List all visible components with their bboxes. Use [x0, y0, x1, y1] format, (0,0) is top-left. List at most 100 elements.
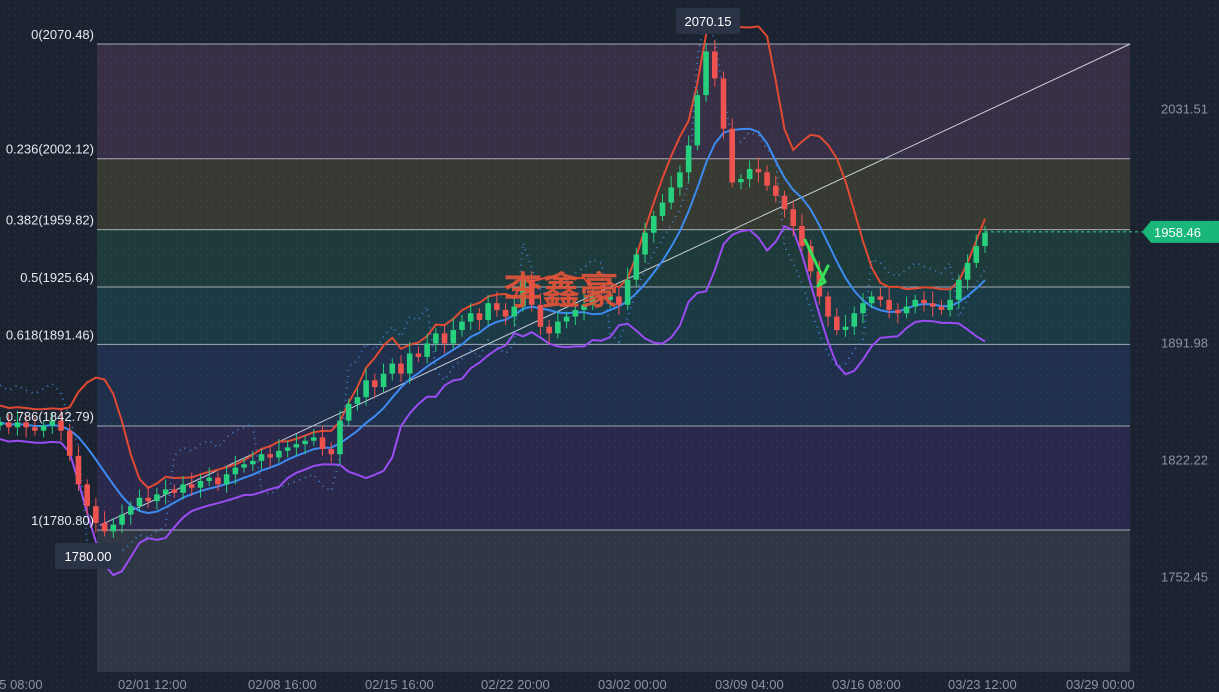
candle-body: [284, 447, 291, 451]
fib-label: 0.786(1842.79): [6, 409, 94, 424]
candle-body: [119, 514, 125, 525]
candle-body: [127, 506, 134, 515]
x-tick-label: 03/16 08:00: [832, 677, 901, 692]
x-axis-ticks: 25 08:00 02/01 12:00 02/08 16:00 02/15 16:0…: [0, 677, 1135, 692]
candle-body: [302, 440, 308, 445]
x-tick-label: 03/09 04:00: [715, 677, 784, 692]
candle-body: [415, 353, 422, 357]
candle-body: [258, 454, 265, 461]
candle-body: [433, 333, 439, 344]
candle-body: [764, 172, 770, 186]
candle-body: [616, 296, 622, 305]
fib-band: [97, 344, 1130, 426]
candle-body: [572, 309, 579, 317]
candle-body: [372, 380, 378, 388]
last-price-label: 1958.46: [1154, 225, 1201, 240]
candle-body: [511, 306, 518, 317]
candle-body: [424, 343, 430, 357]
low-price-callout: 1780.00: [55, 543, 121, 569]
low-callout-box: [55, 543, 121, 569]
x-tick-label: 02/01 12:00: [118, 677, 187, 692]
bollinger-bands: [0, 10, 986, 577]
candle-body: [755, 168, 762, 173]
y-axis-ticks: 2031.51 1891.98 1822.22 1752.45: [1161, 101, 1208, 584]
candle-body: [799, 225, 805, 247]
candle-body: [921, 299, 927, 304]
candle-body: [345, 403, 352, 421]
candle-body: [267, 454, 274, 458]
candle-body: [311, 437, 317, 441]
candle-body: [494, 303, 500, 310]
green-arrow-annotation: [803, 238, 830, 288]
candle-body: [40, 425, 47, 431]
candle-body: [912, 299, 919, 307]
candle-body: [101, 522, 108, 532]
fib-label: 0.236(2002.12): [6, 142, 94, 157]
candle-body: [877, 296, 884, 300]
candle-body: [502, 309, 509, 317]
fib-band: [97, 530, 1130, 672]
candle-body: [66, 430, 73, 456]
x-tick-label: 25 08:00: [0, 677, 43, 692]
x-tick-label: 03/23 12:00: [948, 677, 1017, 692]
candle-body: [171, 489, 178, 493]
upper-band: [0, 15, 986, 490]
candle-body: [154, 494, 160, 502]
y-tick-label: 2031.51: [1161, 101, 1208, 116]
candle-body: [834, 316, 840, 331]
lower-band: [0, 225, 986, 577]
candle-body: [459, 321, 465, 331]
candle-body: [58, 420, 64, 431]
candle-body: [642, 232, 648, 255]
candle-body: [895, 309, 901, 314]
candle-body: [232, 467, 239, 475]
candle-body: [555, 321, 561, 334]
candle-body: [738, 179, 744, 183]
candle-body: [206, 477, 212, 482]
candle-body: [180, 484, 186, 493]
candle-body: [241, 464, 247, 468]
candle-body: [337, 420, 343, 455]
candle-body: [441, 333, 448, 344]
candle-body: [5, 422, 12, 428]
y-tick-label: 1822.22: [1161, 453, 1208, 468]
fib-label: 0.618(1891.46): [6, 327, 94, 342]
fib-band: [97, 229, 1130, 287]
fib-band: [97, 425, 1130, 530]
candle-body: [694, 95, 701, 146]
candle-body: [964, 262, 971, 280]
candle-body: [93, 506, 99, 523]
candle-body: [49, 420, 56, 426]
candle-body: [851, 313, 858, 327]
candle-body: [162, 489, 169, 495]
fib-label: 1(1780.80): [31, 513, 94, 528]
fib-label: 0.5(1925.64): [20, 270, 94, 285]
candle-body: [842, 326, 849, 331]
low-price-label: 1780.00: [65, 549, 112, 564]
candle-body: [624, 279, 631, 305]
candle-body: [23, 422, 29, 428]
candle-body: [398, 363, 404, 374]
x-tick-label: 03/02 00:00: [598, 677, 667, 692]
candle-body: [537, 304, 544, 327]
candle-body: [825, 296, 831, 317]
candle-body: [354, 397, 361, 404]
candle-body: [790, 209, 797, 226]
fib-label: 0.382(1959.82): [6, 213, 94, 228]
x-tick-label: 02/15 16:00: [365, 677, 434, 692]
candle-body: [188, 484, 195, 488]
candle-body: [703, 51, 709, 96]
candle-body: [982, 232, 988, 247]
candles: [0, 39, 988, 539]
last-price-marker[interactable]: 1958.46: [985, 220, 1219, 243]
candle-body: [380, 373, 387, 388]
middle-band: [0, 127, 986, 515]
candle-body: [197, 481, 204, 488]
candle-body: [467, 313, 474, 322]
candle-body: [938, 306, 945, 310]
dotted-indicator: [0, 10, 986, 570]
candle-body: [32, 427, 38, 431]
candle-body: [633, 254, 640, 280]
